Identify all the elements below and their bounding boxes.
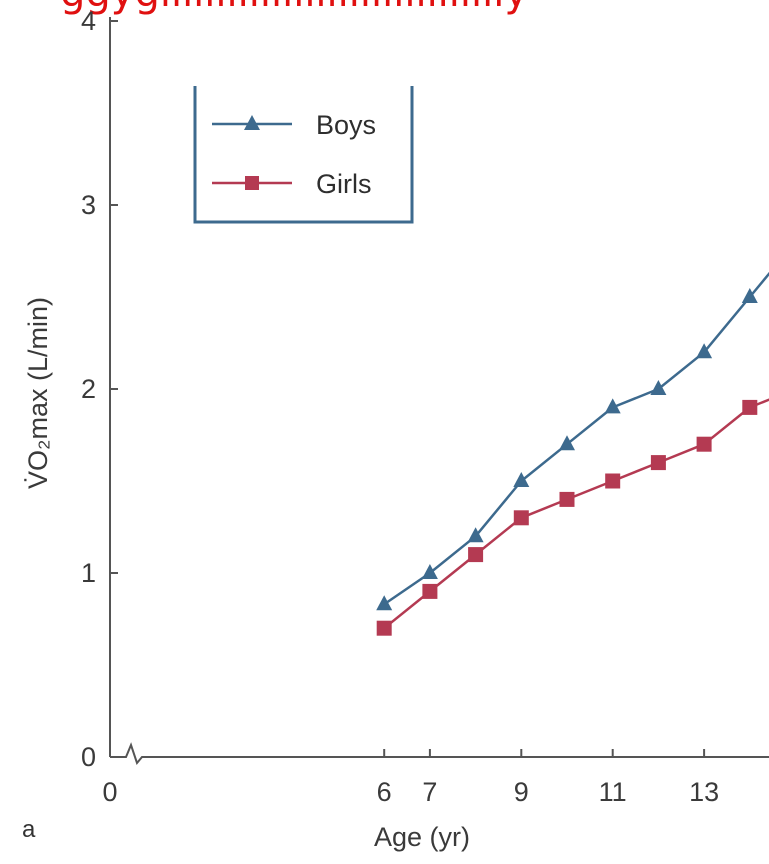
panel-label: a bbox=[22, 816, 36, 843]
x-tick-label: 6 bbox=[377, 777, 392, 807]
girls-point bbox=[650, 455, 666, 471]
x-tick-label: 11 bbox=[599, 777, 627, 807]
legend-label-boys: Boys bbox=[316, 110, 376, 140]
top-caption: ggygiiiiiiiiiiiiiiiiiiiiiiiiiiiiiiiy bbox=[60, 0, 528, 16]
axes bbox=[109, 17, 769, 766]
girls-point bbox=[513, 510, 529, 526]
boys-point bbox=[604, 398, 621, 414]
x-axis-title: Age (yr) bbox=[374, 822, 470, 852]
legend: Boys Girls bbox=[193, 86, 414, 224]
girls-point bbox=[559, 491, 575, 507]
y-tick-label: 4 bbox=[81, 6, 96, 36]
y-tick-label: 1 bbox=[81, 558, 96, 588]
legend-marker-girls bbox=[245, 176, 259, 190]
x-axis-line bbox=[110, 742, 769, 766]
boys-point bbox=[421, 564, 438, 579]
y-tick-label: 3 bbox=[81, 190, 96, 220]
y-ticks: 0 1 2 3 4 bbox=[81, 6, 118, 772]
girls-point bbox=[468, 547, 484, 563]
series-layer bbox=[376, 271, 769, 636]
girls-point bbox=[376, 620, 392, 636]
x-ticks: 06791113151719 bbox=[102, 749, 719, 807]
girls-point bbox=[422, 583, 438, 599]
boys-point bbox=[741, 288, 758, 303]
girls-point bbox=[605, 473, 621, 489]
legend-marker-boys bbox=[244, 115, 260, 130]
y-tick-label: 2 bbox=[81, 374, 96, 404]
legend-label-girls: Girls bbox=[316, 169, 372, 199]
girls-point bbox=[696, 436, 712, 452]
y-tick-label: 0 bbox=[81, 742, 96, 772]
legend-frame bbox=[193, 86, 414, 224]
y-axis-title: V̇O₂max (L/min) bbox=[23, 297, 53, 489]
series-line-girls bbox=[383, 398, 769, 630]
boys-point bbox=[376, 595, 393, 611]
boys-point bbox=[467, 527, 484, 543]
x-tick-label: 9 bbox=[514, 777, 529, 807]
x-tick-label: 7 bbox=[422, 777, 437, 807]
series-line-boys bbox=[383, 271, 769, 606]
boys-point bbox=[513, 472, 530, 487]
boys-point bbox=[559, 435, 575, 451]
girls-point bbox=[742, 399, 758, 415]
x-tick-label: 0 bbox=[102, 777, 117, 807]
boys-point bbox=[696, 343, 713, 359]
boys-point bbox=[650, 380, 667, 395]
x-tick-label: 13 bbox=[689, 777, 719, 807]
